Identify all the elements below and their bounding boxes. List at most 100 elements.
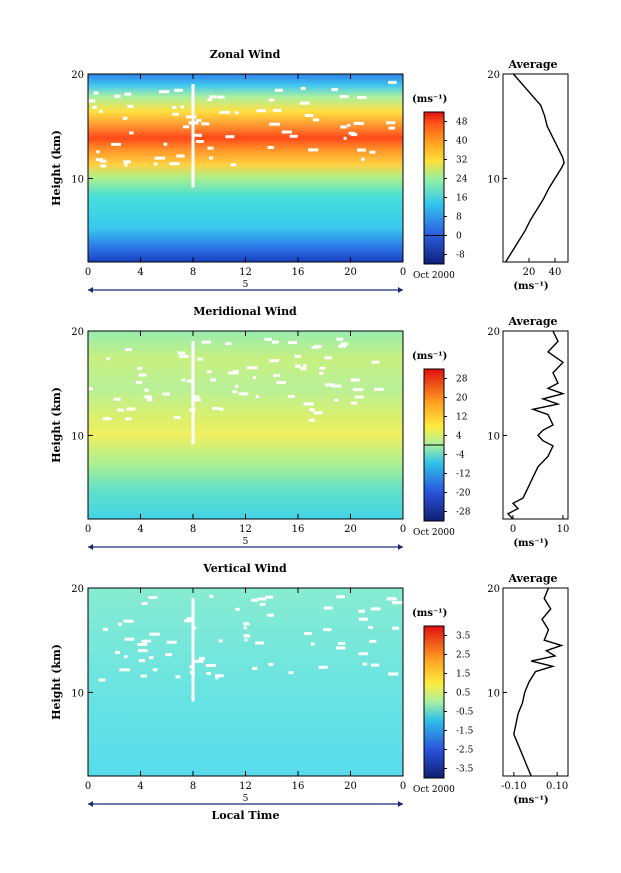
- y-tick-label: 10: [71, 431, 84, 442]
- profile-x-label: (ms⁻¹): [513, 538, 548, 549]
- colorbar-unit-label: (ms⁻¹): [412, 94, 447, 105]
- colorbar-tick-label: -20: [456, 489, 471, 499]
- heatmap-field: [88, 74, 403, 262]
- data-gap: [113, 397, 121, 401]
- profile-x-tick-label: -0.10: [501, 781, 527, 792]
- data-gap: [388, 672, 399, 676]
- data-gap: [276, 381, 286, 384]
- data-gap: [209, 95, 217, 99]
- data-gap: [129, 131, 134, 135]
- data-gap: [205, 664, 216, 667]
- panel-2: 0 4 8 12 16 20 0 20 10 Height (km) 5 Oct 2000 Local …: [50, 572, 569, 822]
- data-gap-column: [191, 598, 195, 702]
- data-gap: [180, 105, 184, 109]
- data-gap: [313, 411, 323, 415]
- data-gap: [336, 337, 344, 341]
- colorbar-tick-label: 3.5: [456, 632, 471, 642]
- data-gap: [295, 364, 301, 368]
- data-gap: [100, 159, 107, 163]
- data-gap: [353, 121, 364, 125]
- date-label: Oct 2000: [413, 271, 455, 281]
- data-gap: [287, 395, 295, 398]
- profile-y-tick-label: 20: [487, 327, 500, 338]
- colorbar-tick-label: 12: [456, 413, 467, 423]
- x-axis-label: Local Time: [212, 809, 280, 822]
- data-gap: [336, 595, 345, 599]
- data-gap: [312, 118, 320, 122]
- data-gap: [122, 116, 128, 120]
- data-gap: [358, 617, 368, 621]
- colorbar-tick-label: -4: [456, 451, 465, 461]
- data-gap: [225, 135, 235, 139]
- data-gap: [267, 613, 274, 617]
- profile-title: Average: [507, 572, 557, 585]
- data-gap: [304, 114, 314, 117]
- profile-frame: [502, 587, 569, 777]
- data-gap-column: [191, 341, 195, 445]
- data-gap: [123, 655, 128, 659]
- data-gap: [370, 607, 381, 611]
- data-gap: [183, 619, 192, 623]
- profile-x-label: (ms⁻¹): [513, 795, 548, 806]
- data-gap: [100, 164, 107, 168]
- data-gap: [311, 346, 319, 349]
- heatmap-field: [88, 331, 403, 519]
- colorbar-tick-label: -0.5: [456, 708, 474, 718]
- data-gap: [308, 418, 315, 422]
- data-gap: [207, 98, 212, 102]
- data-gap: [324, 383, 335, 387]
- data-gap: [98, 678, 106, 682]
- x-tick-label: 0: [400, 267, 406, 278]
- data-gap: [386, 121, 396, 125]
- data-gap: [174, 88, 183, 92]
- y-axis-label: Height (km): [50, 387, 63, 463]
- data-gap: [369, 150, 376, 154]
- date-range-arrow-right: [398, 544, 403, 550]
- data-gap: [219, 110, 231, 114]
- x-tick-label: 12: [239, 524, 252, 535]
- heatmap-field: [88, 588, 403, 776]
- data-gap: [319, 371, 324, 375]
- data-gap: [187, 379, 195, 383]
- data-gap: [361, 157, 365, 161]
- data-gap: [149, 632, 160, 636]
- data-gap: [148, 596, 158, 599]
- date-range-arrow-left: [88, 544, 93, 550]
- profile-y-tick-label: 10: [487, 431, 500, 442]
- data-gap: [126, 407, 136, 411]
- data-gap: [289, 134, 298, 138]
- colorbar-tick-label: 28: [456, 375, 468, 385]
- data-gap: [169, 162, 180, 166]
- data-gap: [300, 86, 306, 90]
- profile-y-tick-label: 20: [487, 70, 500, 81]
- data-gap: [243, 626, 247, 630]
- data-gap: [106, 357, 111, 361]
- colorbar: [423, 625, 445, 779]
- data-gap: [273, 374, 280, 378]
- data-gap: [274, 88, 283, 92]
- data-gap: [143, 395, 152, 399]
- data-gap: [123, 160, 131, 164]
- data-gap: [193, 133, 202, 137]
- colorbar-tick-label: 0.5: [456, 689, 471, 699]
- data-gap: [102, 417, 112, 421]
- data-gap: [191, 398, 201, 402]
- data-gap: [352, 388, 364, 391]
- data-gap: [173, 416, 181, 419]
- data-gap: [350, 378, 360, 382]
- data-gap: [358, 652, 368, 656]
- data-gap: [211, 406, 220, 410]
- data-gap: [148, 656, 154, 660]
- data-gap: [144, 388, 149, 392]
- data-gap: [135, 380, 143, 384]
- data-gap: [163, 142, 168, 146]
- data-gap: [115, 651, 121, 654]
- x-tick-label: 8: [190, 781, 196, 792]
- x-tick-label: 20: [344, 524, 357, 535]
- colorbar-tick-label: 0: [456, 232, 462, 242]
- data-gap: [272, 108, 282, 112]
- data-gap: [117, 408, 124, 412]
